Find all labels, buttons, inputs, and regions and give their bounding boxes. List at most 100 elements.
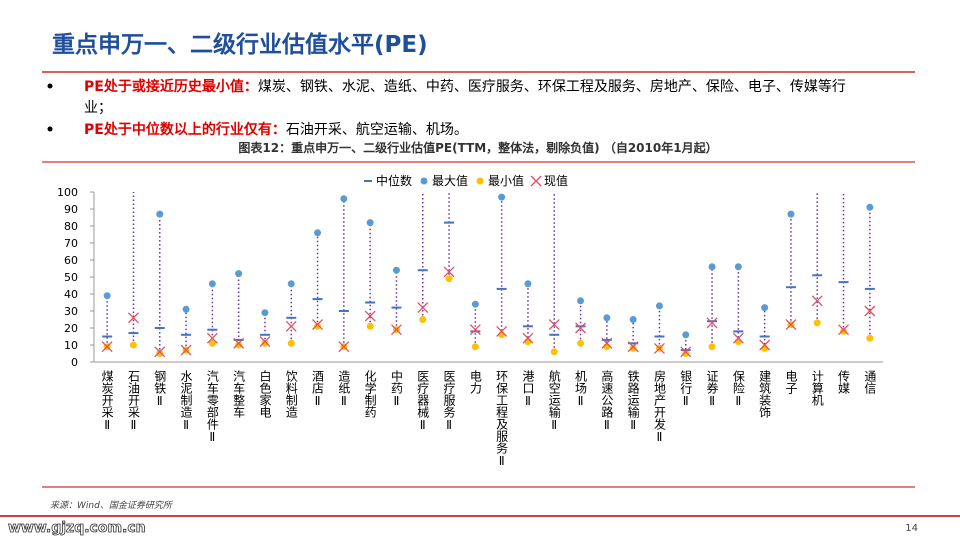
x-tick-label: 钢铁Ⅱ xyxy=(153,370,167,408)
x-tick-label: 环保工程及服务Ⅱ xyxy=(495,370,509,468)
cross-mark xyxy=(338,341,350,353)
point xyxy=(655,302,663,310)
point xyxy=(340,195,348,203)
y-tick-label: 80 xyxy=(64,220,78,233)
cross-mark xyxy=(785,319,797,331)
point xyxy=(208,280,216,288)
cross-mark xyxy=(496,325,508,337)
x-tick-label: 航空运输Ⅱ xyxy=(547,369,561,432)
cross-mark xyxy=(233,337,245,349)
x-tick-label: 酒店Ⅱ xyxy=(311,370,325,408)
point xyxy=(261,309,269,317)
source: 来源：Wind、国金证券研究所 xyxy=(50,500,174,511)
legend-swatch xyxy=(420,177,428,185)
point xyxy=(603,343,611,351)
point xyxy=(261,339,269,347)
cross-mark xyxy=(732,332,744,344)
legend-item: 最大值 xyxy=(420,173,468,188)
y-tick-label: 0 xyxy=(71,356,78,369)
x-tick-label: 机场Ⅱ xyxy=(574,370,588,408)
cross-mark xyxy=(653,342,665,354)
legend-swatch xyxy=(530,175,542,187)
point xyxy=(103,292,111,300)
x-tick-label: 传媒 xyxy=(837,369,851,394)
watermark: www.gjzq.com.cn xyxy=(8,520,146,536)
bullet-text-cont: 业； xyxy=(84,100,112,116)
cross-mark xyxy=(706,317,718,329)
x-tick-label: 造纸Ⅱ xyxy=(337,370,351,408)
point xyxy=(550,348,558,356)
point xyxy=(208,339,216,347)
x-tick-label: 银行Ⅱ xyxy=(679,370,693,408)
y-tick-label: 100 xyxy=(57,186,78,199)
point xyxy=(366,322,374,330)
point xyxy=(471,300,479,308)
cross-mark xyxy=(101,341,113,353)
point xyxy=(498,193,506,201)
bullet: PE处于中位数以上的行业仅有：石油开采、航空运输、机场。 xyxy=(84,121,468,138)
legend-item: 最小值 xyxy=(476,173,524,188)
x-tick-label: 通信 xyxy=(863,370,877,395)
cross-mark xyxy=(443,266,455,278)
bullet-text: 石油开采、航空运输、机场。 xyxy=(286,122,468,138)
point xyxy=(524,280,532,288)
bullet-highlight: PE处于中位数以上的行业仅有： xyxy=(84,121,286,138)
point xyxy=(708,263,716,271)
y-tick-label: 90 xyxy=(64,203,78,216)
bullet: PE处于或接近历史最小值：煤炭、钢铁、水泥、造纸、中药、医疗服务、环保工程及服务… xyxy=(84,78,846,95)
point xyxy=(498,331,506,339)
x-tick-label: 证券Ⅱ xyxy=(705,370,719,408)
point xyxy=(419,172,426,179)
cross-mark xyxy=(312,319,324,331)
cross-mark xyxy=(811,295,823,307)
point xyxy=(814,172,821,179)
point xyxy=(840,172,847,179)
cross-mark xyxy=(838,324,850,336)
y-tick-label: 40 xyxy=(64,288,78,301)
cross-mark xyxy=(127,312,139,324)
bullet-dot xyxy=(47,126,53,132)
x-tick-label: 汽车零部件Ⅱ xyxy=(205,369,219,444)
x-tick-label: 汽车整车 xyxy=(232,369,246,419)
point xyxy=(314,229,322,237)
chart: 0 10 20 30 40 50 60 70 80 90 100 煤炭开采Ⅱ 石油开采Ⅱ 钢铁Ⅱ 水泥制造Ⅱ… xyxy=(57,172,883,468)
cross-mark xyxy=(364,310,376,322)
x-tick-label: 医疗器械Ⅱ xyxy=(416,370,430,432)
point xyxy=(577,339,585,347)
cross-mark xyxy=(285,320,297,332)
plot-area xyxy=(101,172,876,358)
x-tick-label: 中药Ⅱ xyxy=(389,369,403,408)
y-tick-label: 20 xyxy=(64,322,78,335)
point xyxy=(156,350,164,357)
point xyxy=(734,263,742,271)
point xyxy=(682,350,690,357)
point xyxy=(287,339,295,347)
point xyxy=(366,219,374,227)
x-tick-label: 水泥制造Ⅱ xyxy=(179,370,193,432)
x-tick-label: 白色家电 xyxy=(258,369,272,418)
x-tick-label: 饮料制造 xyxy=(284,370,298,418)
point xyxy=(129,341,137,349)
cross-mark xyxy=(864,305,876,317)
cross-mark xyxy=(601,337,613,349)
x-tick-label: 化学制药 xyxy=(363,370,377,418)
legend-label: 中位数 xyxy=(376,173,412,188)
point xyxy=(682,331,690,339)
cross-mark xyxy=(627,341,639,353)
bullet-highlight: PE处于或接近历史最小值： xyxy=(84,78,258,95)
y-tick-label: 50 xyxy=(64,271,78,284)
legend-item: 中位数 xyxy=(364,173,412,188)
bullet-text: 煤炭、钢铁、水泥、造纸、中药、医疗服务、环保工程及服务、房地产、保险、电子、传媒… xyxy=(258,78,846,95)
x-tick-label: 电力 xyxy=(468,370,482,395)
point xyxy=(419,316,427,323)
point xyxy=(813,319,821,327)
x-tick-label: 高速公路Ⅱ xyxy=(600,369,614,432)
point xyxy=(761,304,769,312)
slide-title: 重点申万一、二级行业估值水平(PE) xyxy=(52,31,428,58)
page-number: 14 xyxy=(905,523,918,534)
x-tick-label: 石油开采Ⅱ xyxy=(126,370,140,432)
y-tick-label: 70 xyxy=(64,237,78,250)
cross-mark xyxy=(759,339,771,351)
x-tick-label: 医疗服务Ⅱ xyxy=(442,370,456,432)
